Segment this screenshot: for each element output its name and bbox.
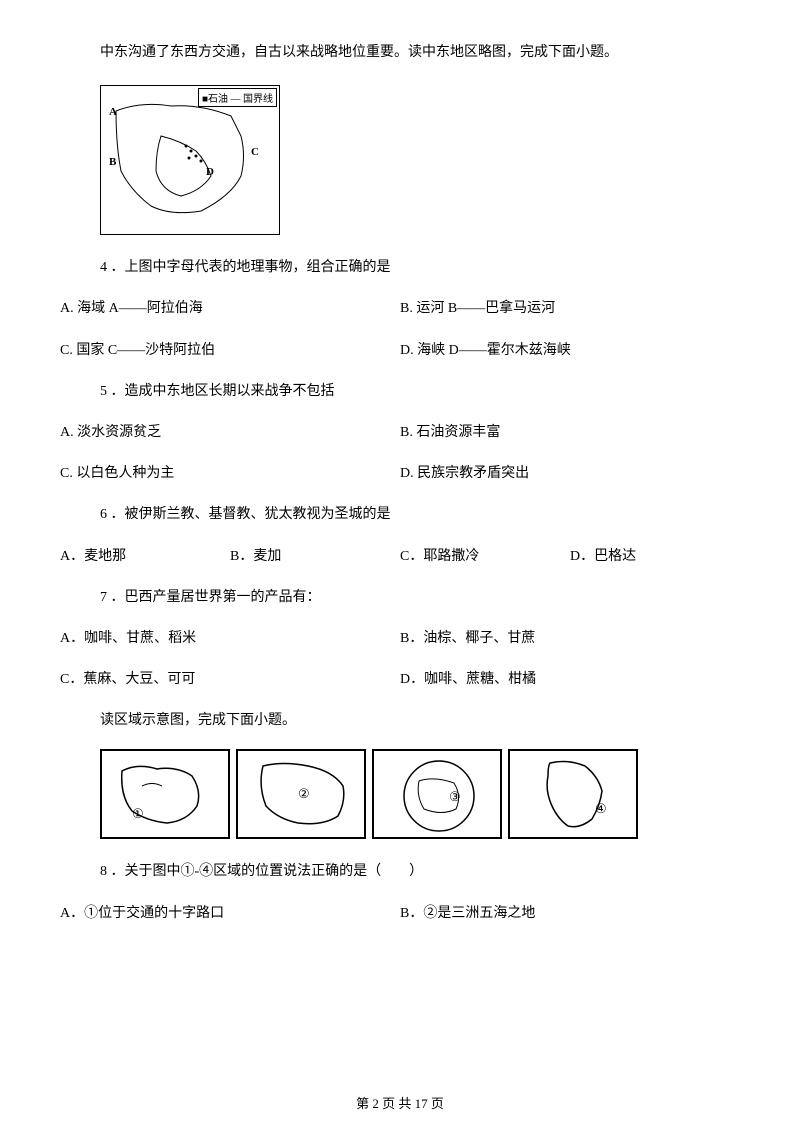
intro-text-2: 读区域示意图，完成下面小题。 xyxy=(100,708,740,733)
middle-east-map: ■石油 — 国界线 A B C D xyxy=(100,85,280,235)
region-maps-container: ① ② ③ ④ xyxy=(100,749,740,839)
q4-options-row2: C. 国家 C——沙特阿拉伯 D. 海峡 D——霍尔木兹海峡 xyxy=(60,338,740,363)
q4-option-d: D. 海峡 D——霍尔木兹海峡 xyxy=(400,338,740,363)
q8-option-a: A．①位于交通的十字路口 xyxy=(60,901,400,926)
q5-options-row1: A. 淡水资源贫乏 B. 石油资源丰富 xyxy=(60,420,740,445)
q5-option-a: A. 淡水资源贫乏 xyxy=(60,420,400,445)
q6-option-b: B．麦加 xyxy=(230,544,400,569)
intro-text: 中东沟通了东西方交通，自古以来战略地位重要。读中东地区略图，完成下面小题。 xyxy=(100,40,740,65)
q7-option-a: A．咖啡、甘蔗、稻米 xyxy=(60,626,400,651)
region-map-1: ① xyxy=(100,749,230,839)
q5-option-c: C. 以白色人种为主 xyxy=(60,461,400,486)
q6-option-a: A．麦地那 xyxy=(60,544,230,569)
q4-option-a: A. 海域 A——阿拉伯海 xyxy=(60,296,400,321)
q7-option-b: B．油棕、椰子、甘蔗 xyxy=(400,626,740,651)
q8-options-row1: A．①位于交通的十字路口 B．②是三洲五海之地 xyxy=(60,901,740,926)
q5-option-b: B. 石油资源丰富 xyxy=(400,420,740,445)
q5-options-row2: C. 以白色人种为主 D. 民族宗教矛盾突出 xyxy=(60,461,740,486)
question-8: 8 ．关于图中①-④区域的位置说法正确的是（ ） xyxy=(100,859,740,884)
question-4: 4 ．上图中字母代表的地理事物，组合正确的是 xyxy=(100,255,740,280)
q7-options-row2: C．蕉麻、大豆、可可 D．咖啡、蔗糖、柑橘 xyxy=(60,667,740,692)
q7-option-d: D．咖啡、蔗糖、柑橘 xyxy=(400,667,740,692)
region-label-2: ② xyxy=(298,786,310,802)
q7-options-row1: A．咖啡、甘蔗、稻米 B．油棕、椰子、甘蔗 xyxy=(60,626,740,651)
q5-option-d: D. 民族宗教矛盾突出 xyxy=(400,461,740,486)
region-map-2: ② xyxy=(236,749,366,839)
q6-option-c: C．耶路撒冷 xyxy=(400,544,570,569)
q4-option-b: B. 运河 B——巴拿马运河 xyxy=(400,296,740,321)
q6-option-d: D．巴格达 xyxy=(570,544,740,569)
question-6: 6 ．被伊斯兰教、基督教、犹太教视为圣城的是 xyxy=(100,502,740,527)
q4-option-c: C. 国家 C——沙特阿拉伯 xyxy=(60,338,400,363)
region-map-4: ④ xyxy=(508,749,638,839)
page-footer: 第 2 页 共 17 页 xyxy=(0,1093,800,1112)
q7-option-c: C．蕉麻、大豆、可可 xyxy=(60,667,400,692)
region-label-4: ④ xyxy=(595,801,607,817)
region-label-1: ① xyxy=(132,806,144,822)
q8-option-b: B．②是三洲五海之地 xyxy=(400,901,740,926)
question-5: 5 ．造成中东地区长期以来战争不包括 xyxy=(100,379,740,404)
q6-options-row: A．麦地那 B．麦加 C．耶路撒冷 D．巴格达 xyxy=(60,544,740,569)
region-map-3: ③ xyxy=(372,749,502,839)
q4-options-row1: A. 海域 A——阿拉伯海 B. 运河 B——巴拿马运河 xyxy=(60,296,740,321)
question-7: 7 ．巴西产量居世界第一的产品有： xyxy=(100,585,740,610)
region-label-3: ③ xyxy=(449,789,461,805)
